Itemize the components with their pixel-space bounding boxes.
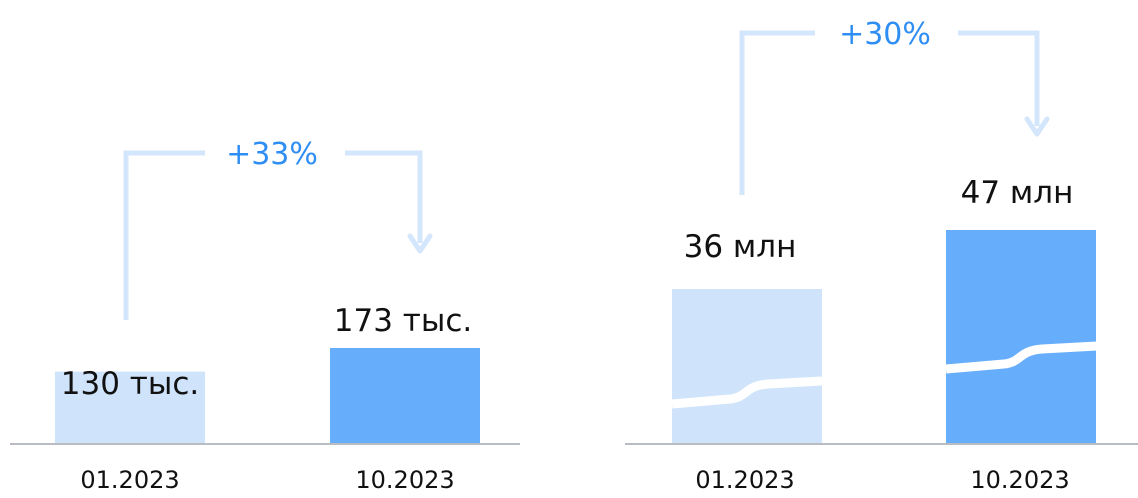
chart-1-value-label-10-2023: 173 тыс. xyxy=(334,303,472,339)
chart-2-bar-01-2023 xyxy=(672,289,822,443)
chart-2-change-label: +30% xyxy=(839,17,931,52)
chart-1: 130 тыс. 173 тыс. 01.2023 10.2023 +33% xyxy=(10,137,520,494)
chart-2-axis-break-01-2023 xyxy=(671,376,823,409)
chart-2-axis-break-10-2023 xyxy=(945,341,1098,374)
chart-2-value-label-10-2023: 47 млн xyxy=(961,175,1074,211)
chart-1-bar-01-2023 xyxy=(55,371,205,443)
chart-2: 36 млн 47 млн 01.2023 10.2023 +30% xyxy=(625,17,1138,494)
chart-1-change-arrow xyxy=(123,150,433,320)
chart-1-tick-label-10-2023: 10.2023 xyxy=(355,466,454,494)
chart-2-tick-label-10-2023: 10.2023 xyxy=(970,466,1069,494)
chart-2-change-arrow xyxy=(739,30,1050,195)
chart-1-bar-10-2023 xyxy=(330,348,480,443)
chart-1-value-label-01-2023: 130 тыс. xyxy=(61,366,199,402)
chart-2-bar-10-2023 xyxy=(946,230,1096,443)
chart-2-tick-label-01-2023: 01.2023 xyxy=(695,466,794,494)
chart-1-tick-label-01-2023: 01.2023 xyxy=(80,466,179,494)
chart-2-value-label-01-2023: 36 млн xyxy=(684,229,797,265)
chart-1-change-label: +33% xyxy=(226,137,318,172)
